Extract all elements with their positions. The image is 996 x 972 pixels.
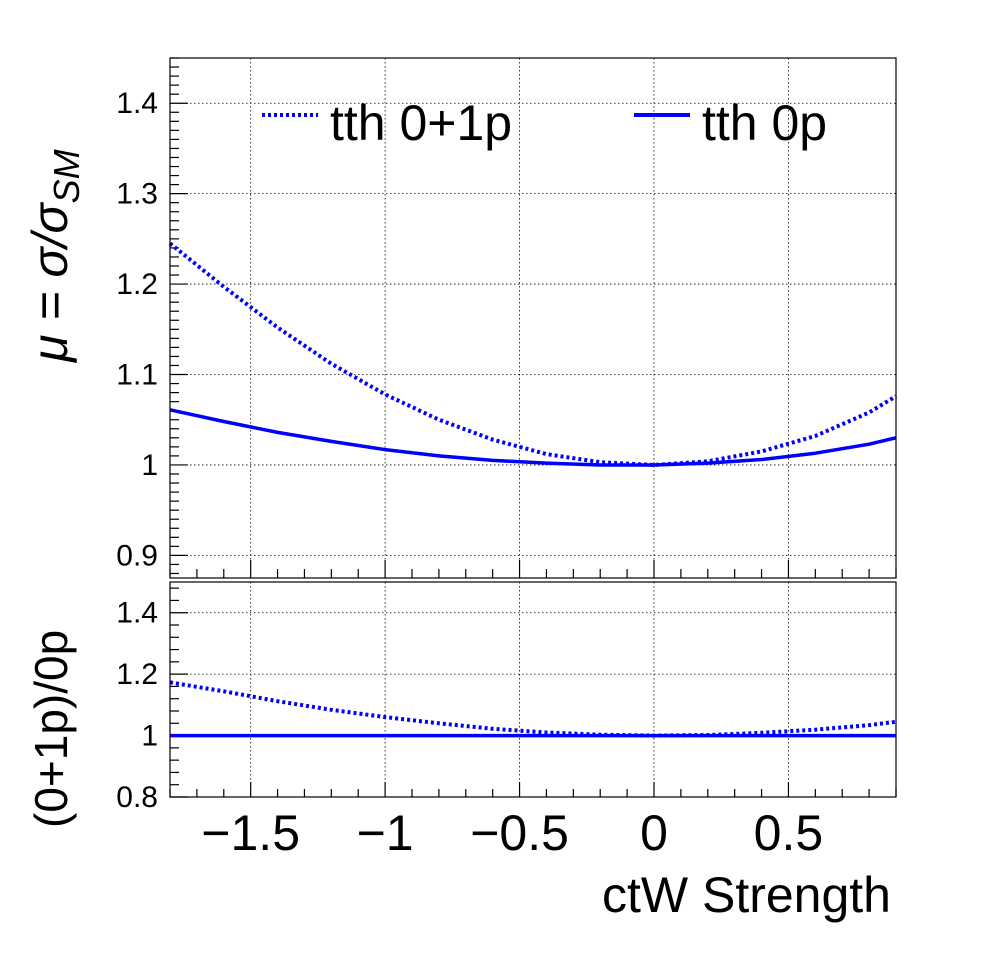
x-tick-label: 0.5	[754, 805, 824, 861]
main-axis-ticks	[169, 57, 897, 578]
main-y-axis-title: μ = σ/σSM	[22, 149, 87, 364]
main-y-tick-label: 1.1	[116, 359, 158, 392]
x-tick-label: −0.5	[470, 805, 569, 861]
main-panel: 0.9 1 1.1 1.2 1.3 1.4 tth 0+1p tth 0p μ = σ/σ…	[22, 57, 898, 579]
main-y-tick-labels: 0.9 1 1.1 1.2 1.3 1.4	[116, 87, 158, 572]
ratio-grid	[170, 582, 896, 798]
ratio-panel: 0.8 1 1.2 1.4 −1.5 −1 −0.5 0 0.5 (0+1p)/0p ctW …	[25, 581, 897, 923]
legend: tth 0+1p tth 0p	[262, 95, 827, 151]
main-y-tick-label: 0.9	[116, 539, 158, 572]
ratio-series	[169, 680, 897, 738]
main-y-tick-label: 1.2	[116, 268, 158, 301]
ratio-series-tth-0p1p-line	[169, 680, 897, 738]
x-axis-title: ctW Strength	[602, 867, 891, 923]
main-y-tick-label: 1.3	[116, 178, 158, 211]
main-frame	[169, 57, 897, 579]
legend-label-tth-0p: tth 0p	[702, 95, 827, 151]
ratio-y-tick-label: 1.4	[116, 597, 158, 630]
x-tick-label: −1.5	[201, 805, 300, 861]
ratio-y-tick-label: 1.2	[116, 658, 158, 691]
main-series-tth-0p-line	[169, 408, 897, 467]
main-series	[168, 241, 898, 467]
main-y-tick-label: 1.4	[116, 87, 158, 120]
legend-label-tth-0p1p: tth 0+1p	[330, 95, 512, 151]
ratio-y-axis-title: (0+1p)/0p	[25, 630, 77, 828]
main-series-tth-0p1p-line	[168, 241, 898, 467]
main-y-tick-label: 1	[141, 449, 158, 482]
x-tick-labels: −1.5 −1 −0.5 0 0.5	[201, 805, 823, 861]
ratio-y-tick-label: 0.8	[116, 781, 158, 814]
x-tick-label: 0	[640, 805, 668, 861]
x-tick-label: −1	[357, 805, 414, 861]
ratio-axis-ticks	[169, 587, 897, 798]
ratio-frame	[169, 581, 897, 798]
main-grid	[170, 58, 896, 578]
ratio-y-tick-label: 1	[141, 720, 158, 753]
ratio-y-tick-labels: 0.8 1 1.2 1.4	[116, 597, 158, 814]
